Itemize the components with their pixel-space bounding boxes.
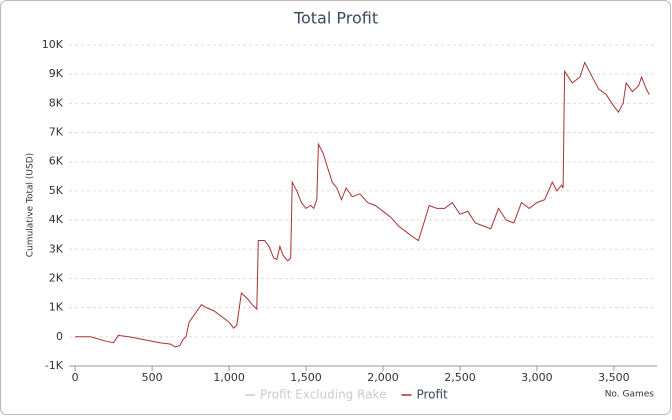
y-tick-label: 5K	[49, 184, 64, 197]
x-tick-label: 500	[142, 371, 163, 384]
legend-label[interactable]: Profit	[416, 388, 448, 402]
y-tick-label: 6K	[49, 155, 64, 168]
x-tick-label: 3,000	[521, 371, 553, 384]
y-tick-label: 1K	[49, 301, 64, 314]
x-tick-label: 2,500	[444, 371, 476, 384]
y-tick-label: 8K	[49, 96, 64, 109]
x-tick-label: 0	[72, 371, 79, 384]
y-tick-label: 2K	[49, 271, 64, 284]
y-tick-label: 9K	[49, 67, 64, 80]
y-tick-label: 0	[56, 330, 63, 343]
x-tick-label: 1,500	[290, 371, 322, 384]
x-axis-label: No. Games	[605, 390, 655, 400]
y-tick-label: 10K	[42, 38, 64, 51]
profit-line	[75, 61, 650, 348]
legend-label[interactable]: Profit Excluding Rake	[260, 388, 386, 402]
y-tick-label: 7K	[49, 126, 64, 139]
y-tick-label: 4K	[49, 213, 64, 226]
x-tick-label: 2,000	[367, 371, 399, 384]
chart-title: Total Profit	[293, 9, 378, 28]
y-tick-label: 3K	[49, 242, 64, 255]
x-tick-label: 1,000	[213, 371, 245, 384]
x-tick-label: 3,500	[598, 371, 630, 384]
y-axis-label: Cumulative Total (USD)	[26, 153, 36, 257]
y-tick-label: -1K	[45, 359, 64, 372]
